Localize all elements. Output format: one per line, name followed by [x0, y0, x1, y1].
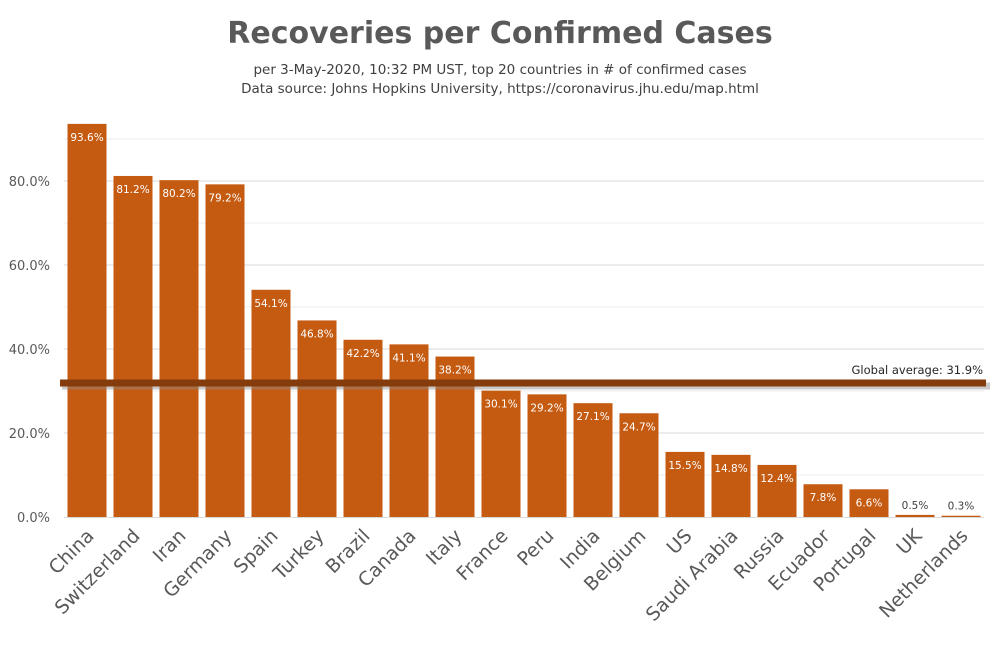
chart-title: Recoveries per Confirmed Cases: [227, 16, 773, 51]
bar-us: [665, 451, 705, 517]
data-label: 24.7%: [622, 421, 655, 433]
chart-source: Data source: Johns Hopkins University, h…: [241, 81, 759, 97]
bar-russia: [757, 464, 797, 517]
data-label: 0.3%: [948, 501, 975, 513]
data-label: 27.1%: [576, 411, 609, 423]
x-tick-label: Peru: [513, 525, 558, 570]
data-label: 7.8%: [810, 492, 837, 504]
bar-canada: [389, 344, 429, 517]
bar-spain: [251, 289, 291, 517]
data-label: 81.2%: [116, 184, 149, 196]
data-label: 38.2%: [438, 365, 471, 377]
bar-germany: [205, 184, 245, 518]
data-label: 42.2%: [346, 348, 379, 360]
y-tick-label: 40.0%: [9, 343, 50, 358]
bar-peru: [527, 394, 567, 517]
bar-switzerland: [113, 175, 153, 517]
data-label: 14.8%: [714, 463, 747, 475]
bar-china: [67, 123, 107, 517]
data-label: 80.2%: [162, 188, 195, 200]
data-label: 6.6%: [856, 497, 883, 509]
bar-france: [481, 390, 521, 517]
x-tick-label: Turkey: [269, 525, 329, 585]
bar-india: [573, 403, 613, 517]
x-tick-label: UK: [892, 525, 927, 560]
data-label: 54.1%: [254, 298, 287, 310]
data-label: 0.5%: [902, 500, 929, 512]
bar-belgium: [619, 413, 659, 517]
data-label: 46.8%: [300, 328, 333, 340]
average-line-label: Global average: 31.9%: [852, 363, 984, 377]
x-tick-label: US: [663, 525, 697, 559]
bar-turkey: [297, 320, 337, 517]
bar-ecuador: [803, 484, 843, 517]
chart-subtitle: per 3-May-2020, 10:32 PM UST, top 20 cou…: [253, 62, 747, 78]
bar-iran: [159, 180, 199, 517]
data-label: 15.5%: [668, 460, 701, 472]
y-tick-label: 60.0%: [9, 259, 50, 274]
bar-brazil: [343, 339, 383, 517]
data-label: 79.2%: [208, 192, 241, 204]
data-label: 29.2%: [530, 402, 563, 414]
y-tick-label: 80.0%: [9, 175, 50, 190]
bar-uk: [895, 514, 935, 517]
bar-saudi-arabia: [711, 454, 751, 517]
data-label: 12.4%: [760, 473, 793, 485]
x-tick-label: France: [452, 525, 512, 585]
data-label: 93.6%: [70, 132, 103, 144]
data-label: 30.1%: [484, 399, 517, 411]
bar-portugal: [849, 489, 889, 517]
y-tick-label: 20.0%: [9, 427, 50, 442]
data-label: 41.1%: [392, 352, 425, 364]
y-tick-label: 0.0%: [17, 511, 50, 526]
bar-netherlands: [941, 515, 981, 517]
